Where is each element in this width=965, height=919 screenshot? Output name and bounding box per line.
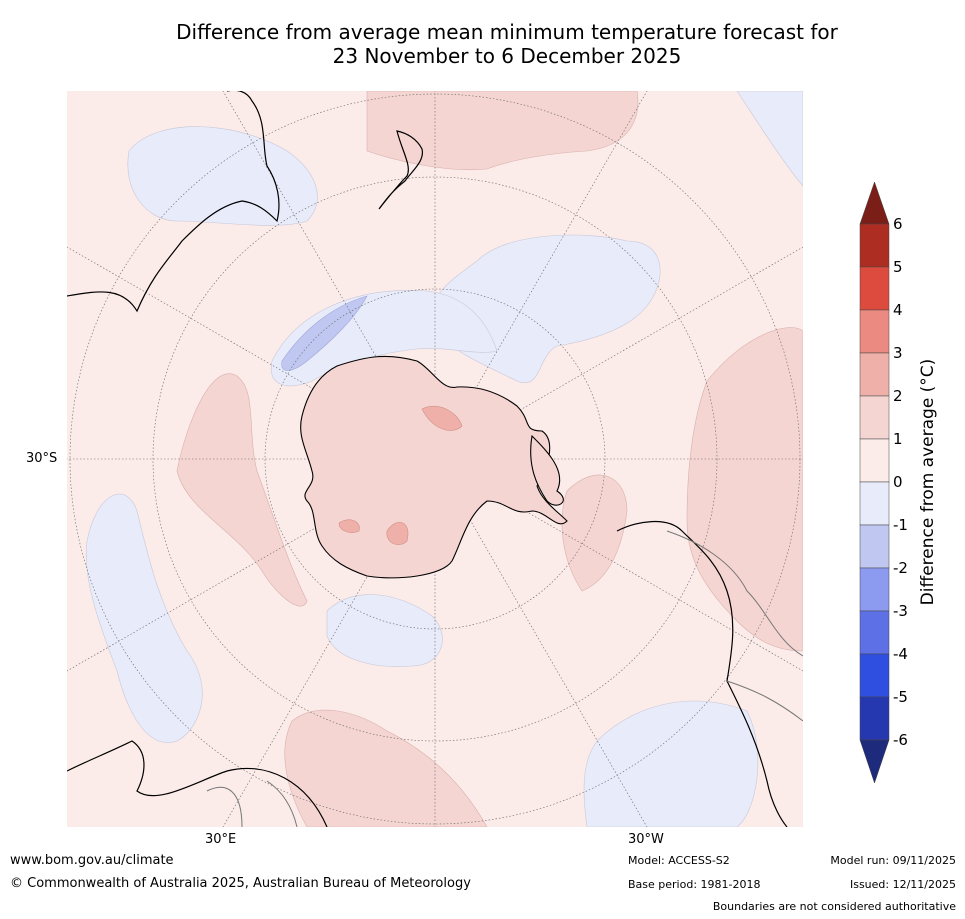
colorbar-tick-label: -1 bbox=[893, 516, 908, 534]
issued-text: Issued: 12/11/2025 bbox=[849, 878, 956, 891]
colorbar-extend-top bbox=[859, 181, 890, 225]
lon-label-30w: 30°W bbox=[628, 832, 664, 847]
colorbar-tick-label: 4 bbox=[893, 301, 903, 319]
colorbar-tick-label: -5 bbox=[893, 688, 908, 706]
base-period-text: Base period: 1981-2018 bbox=[628, 878, 761, 891]
south-america bbox=[616, 520, 788, 827]
warm-region-south-america bbox=[561, 474, 628, 592]
colorbar-label-unit: °C) bbox=[918, 358, 938, 386]
colorbar-segment bbox=[859, 696, 890, 741]
africa bbox=[67, 740, 328, 827]
cool-region-strong bbox=[281, 295, 368, 371]
title-line-1: Difference from average mean minimum tem… bbox=[176, 20, 838, 44]
title-line-2: 23 November to 6 December 2025 bbox=[332, 44, 682, 68]
antarctic-peninsula bbox=[530, 434, 564, 506]
new-zealand bbox=[378, 130, 424, 210]
colorbar-tick-label: 0 bbox=[893, 473, 903, 491]
colorbar-extend-bottom bbox=[859, 739, 890, 784]
colorbar-segment bbox=[859, 266, 890, 311]
colorbar-label-text: Difference from average ( bbox=[918, 385, 938, 606]
colorbar-tick-label: -6 bbox=[893, 731, 908, 749]
colorbar-segment bbox=[859, 352, 890, 397]
model-run-text: Model run: 09/11/2025 bbox=[830, 854, 956, 867]
colorbar-segment bbox=[859, 395, 890, 440]
warm-patch-antarctica-2 bbox=[386, 522, 409, 545]
cool-region-south-atlantic bbox=[583, 700, 759, 827]
copyright-text: © Commonwealth of Australia 2025, Austra… bbox=[10, 876, 471, 891]
lat-label-30s: 30°S bbox=[26, 451, 58, 466]
colorbar-tick-label: 1 bbox=[893, 430, 903, 448]
cool-region-tropics bbox=[736, 91, 803, 187]
warm-region-west bbox=[176, 373, 308, 607]
south-america-borders bbox=[666, 530, 803, 722]
colorbar-tick-label: 3 bbox=[893, 344, 903, 362]
colorbar-tick-label: 6 bbox=[893, 215, 903, 233]
warm-region-southern bbox=[284, 709, 488, 827]
disclaimer-text: Boundaries are not considered authoritat… bbox=[712, 900, 956, 913]
cool-region-indian-ocean bbox=[127, 126, 318, 226]
colorbar-segment bbox=[859, 223, 890, 268]
colorbar-segment bbox=[859, 567, 890, 612]
antarctica bbox=[300, 355, 568, 579]
cool-region-atlantic-west bbox=[85, 493, 203, 743]
lon-label-30e: 30°E bbox=[205, 832, 237, 847]
colorbar-tick-label: 2 bbox=[893, 387, 903, 405]
website-link[interactable]: www.bom.gov.au/climate bbox=[10, 853, 174, 868]
colorbar bbox=[859, 181, 890, 784]
colorbar-segment bbox=[859, 524, 890, 569]
colorbar-segment bbox=[859, 438, 890, 483]
colorbar-tick-label: -4 bbox=[893, 645, 908, 663]
warm-region-east bbox=[686, 327, 803, 652]
warm-patch-antarctica-1 bbox=[421, 405, 463, 431]
colorbar-tick-label: 5 bbox=[893, 258, 903, 276]
australia bbox=[67, 91, 280, 313]
model-text: Model: ACCESS-S2 bbox=[628, 854, 730, 867]
colorbar-tick-label: -2 bbox=[893, 559, 908, 577]
colorbar-segment bbox=[859, 610, 890, 655]
colorbar-segment bbox=[859, 653, 890, 698]
colorbar-segment bbox=[859, 481, 890, 526]
chart-title: Difference from average mean minimum tem… bbox=[0, 20, 965, 68]
colorbar-tick-label: -3 bbox=[893, 602, 908, 620]
warm-patch-antarctica-3 bbox=[338, 519, 360, 533]
polar-map bbox=[67, 91, 803, 827]
cool-region-south bbox=[326, 594, 443, 667]
colorbar-segment bbox=[859, 309, 890, 354]
africa-borders bbox=[206, 780, 298, 827]
